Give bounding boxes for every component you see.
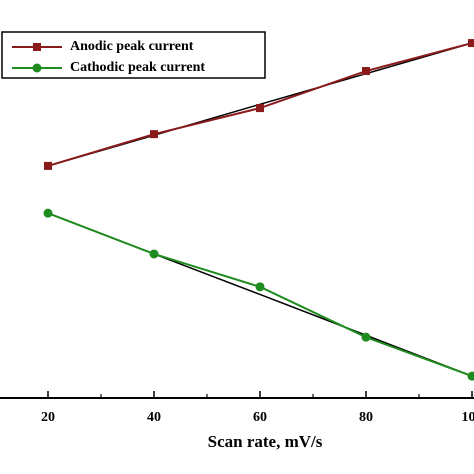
x-tick-label: 40 xyxy=(147,410,161,425)
marker xyxy=(44,161,52,170)
x-tick-label: 20 xyxy=(41,410,55,425)
legend-marker xyxy=(32,63,42,73)
x-tick-label: 80 xyxy=(359,410,373,425)
x-axis-label: Scan rate, mV/s xyxy=(208,432,323,451)
legend-box xyxy=(1,31,266,79)
marker xyxy=(467,371,474,381)
marker xyxy=(362,67,370,76)
x-tick-label: 60 xyxy=(253,410,267,425)
x-tick-label: 100 xyxy=(462,410,474,425)
marker xyxy=(149,249,159,259)
marker xyxy=(256,104,264,113)
legend-label: Cathodic peak current xyxy=(70,60,205,75)
marker xyxy=(468,39,474,48)
marker xyxy=(150,130,158,139)
marker xyxy=(255,282,265,292)
marker xyxy=(43,208,53,218)
marker xyxy=(361,332,371,342)
legend-marker xyxy=(33,43,41,51)
legend-label: Anodic peak current xyxy=(70,39,194,54)
